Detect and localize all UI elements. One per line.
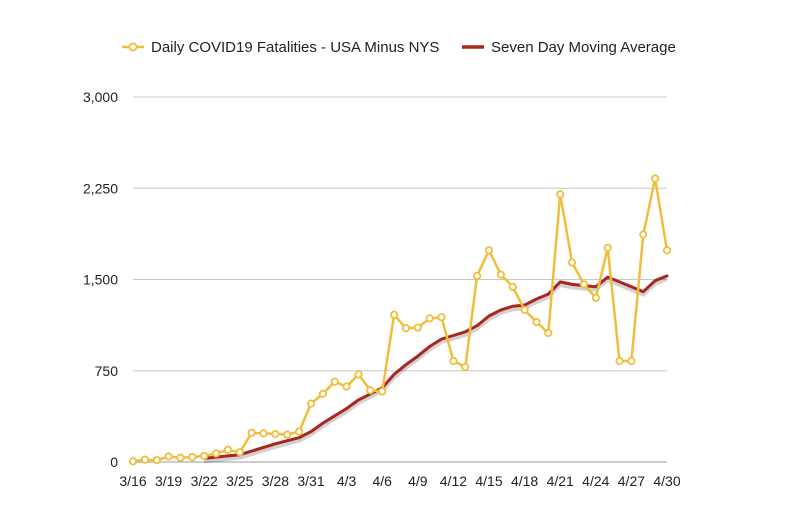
daily-point [520, 305, 529, 315]
daily-point [152, 456, 161, 465]
x-tick-label: 3/28 [262, 473, 289, 489]
daily-point [259, 429, 268, 438]
legend-label-daily: Daily COVID19 Fatalities - USA Minus NYS [151, 39, 439, 56]
daily-point [556, 190, 565, 199]
x-tick-label: 3/16 [119, 473, 146, 489]
daily-point [223, 445, 233, 454]
daily-point [164, 452, 173, 461]
x-tick-label: 4/21 [547, 473, 574, 489]
daily-point [639, 230, 648, 239]
x-tick-label: 4/30 [653, 473, 680, 489]
x-tick-label: 4/18 [511, 473, 538, 489]
grid-lines [133, 96, 667, 463]
daily-point [401, 324, 411, 333]
y-tick-label: 0 [110, 454, 118, 470]
y-tick-label: 1,500 [83, 272, 118, 288]
daily-point [247, 428, 256, 437]
daily-point [627, 356, 636, 366]
y-axis-ticks: 0 750 1,500 2,250 3,000 [83, 89, 118, 470]
daily-point [366, 386, 375, 395]
x-tick-label: 4/15 [475, 473, 502, 489]
daily-point [211, 449, 221, 458]
daily-point [176, 453, 185, 462]
moving-average-shadow [203, 277, 668, 464]
x-tick-label: 4/6 [372, 473, 392, 489]
x-tick-label: 3/22 [191, 473, 218, 489]
daily-point [378, 387, 387, 396]
daily-point [389, 310, 399, 319]
daily-fatalities-line [131, 177, 669, 463]
daily-point [200, 451, 209, 461]
x-axis-ticks: 3/16 3/19 3/22 3/25 3/28 3/31 4/3 4/6 4/9 4/12 4/1… [119, 473, 680, 489]
daily-point [449, 356, 458, 366]
legend: Daily COVID19 Fatalities - USA Minus NYS… [122, 39, 676, 56]
x-tick-label: 3/25 [226, 473, 253, 489]
daily-point [544, 328, 553, 338]
x-tick-label: 4/24 [582, 473, 609, 489]
daily-point [615, 356, 624, 366]
series-layer [128, 174, 672, 466]
daily-point [342, 382, 351, 391]
daily-point [295, 427, 304, 436]
y-tick-label: 2,250 [83, 180, 118, 196]
daily-point [579, 280, 589, 289]
daily-point [567, 258, 577, 267]
daily-point [128, 457, 138, 466]
x-tick-label: 3/19 [155, 473, 182, 489]
daily-point [508, 282, 517, 291]
y-tick-label: 3,000 [83, 89, 118, 105]
daily-point [413, 323, 422, 332]
daily-point [330, 377, 339, 386]
daily-point [591, 293, 600, 302]
daily-point [306, 399, 316, 408]
moving-average-line [202, 274, 669, 460]
daily-point [425, 314, 434, 323]
daily-point [318, 389, 327, 398]
daily-point [271, 429, 280, 439]
x-tick-label: 4/12 [440, 473, 467, 489]
daily-point [461, 362, 470, 372]
x-tick-label: 4/3 [337, 473, 357, 489]
daily-point [496, 270, 505, 279]
daily-point [140, 455, 149, 464]
daily-point [437, 313, 446, 322]
legend-label-moving-average: Seven Day Moving Average [491, 39, 676, 56]
daily-point [651, 174, 660, 183]
daily-point [603, 243, 612, 252]
daily-point [188, 453, 197, 462]
daily-point [235, 448, 244, 457]
x-tick-label: 4/9 [408, 473, 428, 489]
daily-point [484, 246, 494, 255]
x-tick-label: 4/27 [618, 473, 645, 489]
daily-point [532, 317, 541, 327]
legend-marker-daily [128, 42, 138, 52]
daily-point [354, 370, 363, 379]
daily-point [662, 246, 672, 255]
daily-point [283, 430, 292, 439]
daily-point [473, 271, 482, 280]
y-tick-label: 750 [95, 363, 119, 379]
x-tick-label: 3/31 [297, 473, 324, 489]
